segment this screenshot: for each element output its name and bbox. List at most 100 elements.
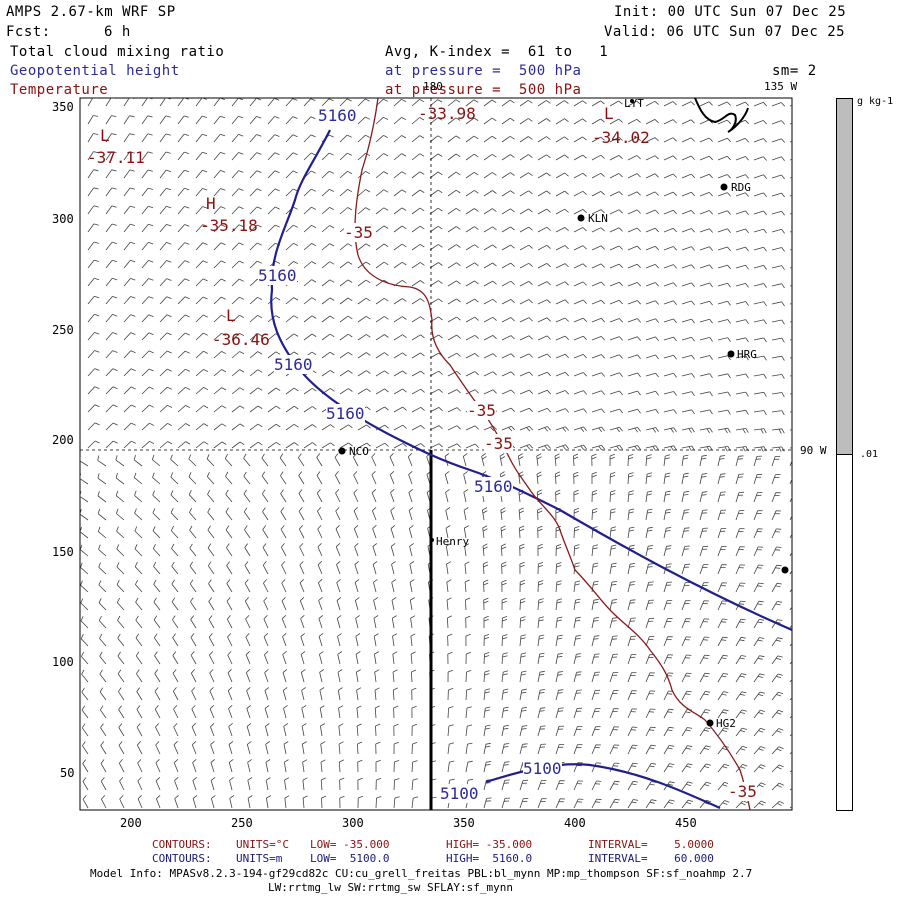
wind-barb xyxy=(609,762,615,773)
wind-barb xyxy=(735,582,741,593)
wind-barb-feather xyxy=(81,687,85,693)
wind-barb-feather xyxy=(456,334,461,339)
wind-barb xyxy=(177,242,185,251)
wind-barb-feather xyxy=(220,188,226,191)
wind-barb xyxy=(663,727,670,737)
wind-barb-feather xyxy=(374,669,380,673)
wind-barb-feather xyxy=(282,669,288,673)
wind-barb-feather xyxy=(745,355,749,361)
wind-barb-feather xyxy=(97,491,100,497)
wind-barb-feather xyxy=(94,277,100,281)
extremum-letter: L xyxy=(100,126,110,145)
wind-barb-feather xyxy=(538,598,544,601)
wind-barb-feather xyxy=(284,795,290,799)
wind-barb xyxy=(100,745,107,755)
wind-barb xyxy=(789,551,792,557)
wind-barb-feather xyxy=(758,582,764,585)
wind-barb xyxy=(231,152,239,161)
wind-barb-feather xyxy=(328,98,334,102)
wind-barb-feather xyxy=(628,493,634,496)
wind-barb-feather xyxy=(555,489,561,493)
wind-barb xyxy=(303,243,312,251)
wind-barb-feather xyxy=(356,705,362,709)
wind-barb xyxy=(591,299,602,305)
wind-barb xyxy=(537,281,548,287)
wind-barb xyxy=(717,192,728,197)
wind-barb-feather xyxy=(510,244,515,249)
wind-barb xyxy=(519,190,529,197)
wind-barb-feather xyxy=(655,445,659,451)
wind-barb-feather xyxy=(486,797,492,799)
wind-barb xyxy=(98,566,107,575)
wind-barb xyxy=(753,582,759,593)
wind-barb-feather xyxy=(117,615,121,621)
y-tick: 150 xyxy=(52,545,74,559)
wind-barb-feather xyxy=(166,224,172,227)
wind-barb xyxy=(136,745,143,755)
wind-barb xyxy=(301,708,305,719)
wind-barb xyxy=(243,458,251,467)
wind-barb-feather xyxy=(724,763,730,767)
x-tick: 300 xyxy=(342,816,364,830)
wind-barb-feather xyxy=(665,548,671,550)
wind-barb-feather xyxy=(500,507,506,511)
wind-barb xyxy=(519,617,522,629)
wind-barb-feather xyxy=(355,651,361,655)
wind-barb-feather xyxy=(655,264,659,269)
wind-barb-feather xyxy=(557,637,563,640)
wind-barb xyxy=(87,115,94,125)
wind-barb xyxy=(483,298,493,305)
wind-barb xyxy=(645,726,651,737)
wind-barb xyxy=(426,456,431,467)
wind-barb-feather xyxy=(456,425,461,430)
wind-barb-feather xyxy=(189,507,193,513)
wind-barb xyxy=(519,244,529,251)
wind-barb xyxy=(283,762,287,773)
wind-barb-feather xyxy=(673,427,677,433)
wind-barb xyxy=(177,387,186,395)
wind-barb-feather xyxy=(796,656,801,657)
wind-barb xyxy=(519,262,529,269)
wind-barb xyxy=(735,138,746,143)
wind-barb xyxy=(753,174,764,179)
wind-barb xyxy=(231,116,239,125)
wind-barb-feather xyxy=(371,471,376,476)
wind-barb xyxy=(735,409,746,413)
wind-barb-feather xyxy=(206,472,210,477)
wind-barb-feather xyxy=(529,426,533,431)
wind-barb-feather xyxy=(147,133,153,136)
wind-barb xyxy=(735,709,743,719)
wind-barb xyxy=(357,171,366,179)
wind-barb-feather xyxy=(721,693,727,696)
wind-barb xyxy=(303,387,313,395)
wind-barb-feather xyxy=(537,546,543,550)
wind-barb xyxy=(645,264,656,269)
wind-barb-feather xyxy=(691,210,695,215)
wind-barb-feather xyxy=(709,300,713,306)
wind-barb xyxy=(519,444,530,449)
wind-barb-feather xyxy=(519,561,525,565)
wind-barb xyxy=(249,297,258,305)
wind-barb-feather xyxy=(629,529,634,532)
wind-barb-feather xyxy=(284,759,289,763)
wind-barb xyxy=(159,260,167,269)
wind-barb xyxy=(735,192,746,197)
wind-barb xyxy=(501,780,506,791)
wind-barb-feather xyxy=(745,246,749,252)
wind-barb xyxy=(213,206,221,215)
wind-barb-feather xyxy=(449,760,455,763)
wind-barb xyxy=(735,228,746,233)
wind-barb-feather xyxy=(466,688,472,691)
wind-barb-feather xyxy=(402,370,407,375)
wind-barb-feather xyxy=(391,561,396,565)
wind-barb xyxy=(318,636,323,647)
wind-barb xyxy=(519,780,524,791)
extremum-value: -36.46 xyxy=(212,330,270,349)
wind-barb xyxy=(321,351,331,359)
wind-barb-feather xyxy=(221,405,227,409)
wind-barb-feather xyxy=(503,706,509,709)
wind-barb xyxy=(190,637,197,647)
wind-barb xyxy=(681,373,692,377)
wind-barb xyxy=(353,528,359,539)
wind-barb xyxy=(227,672,233,683)
